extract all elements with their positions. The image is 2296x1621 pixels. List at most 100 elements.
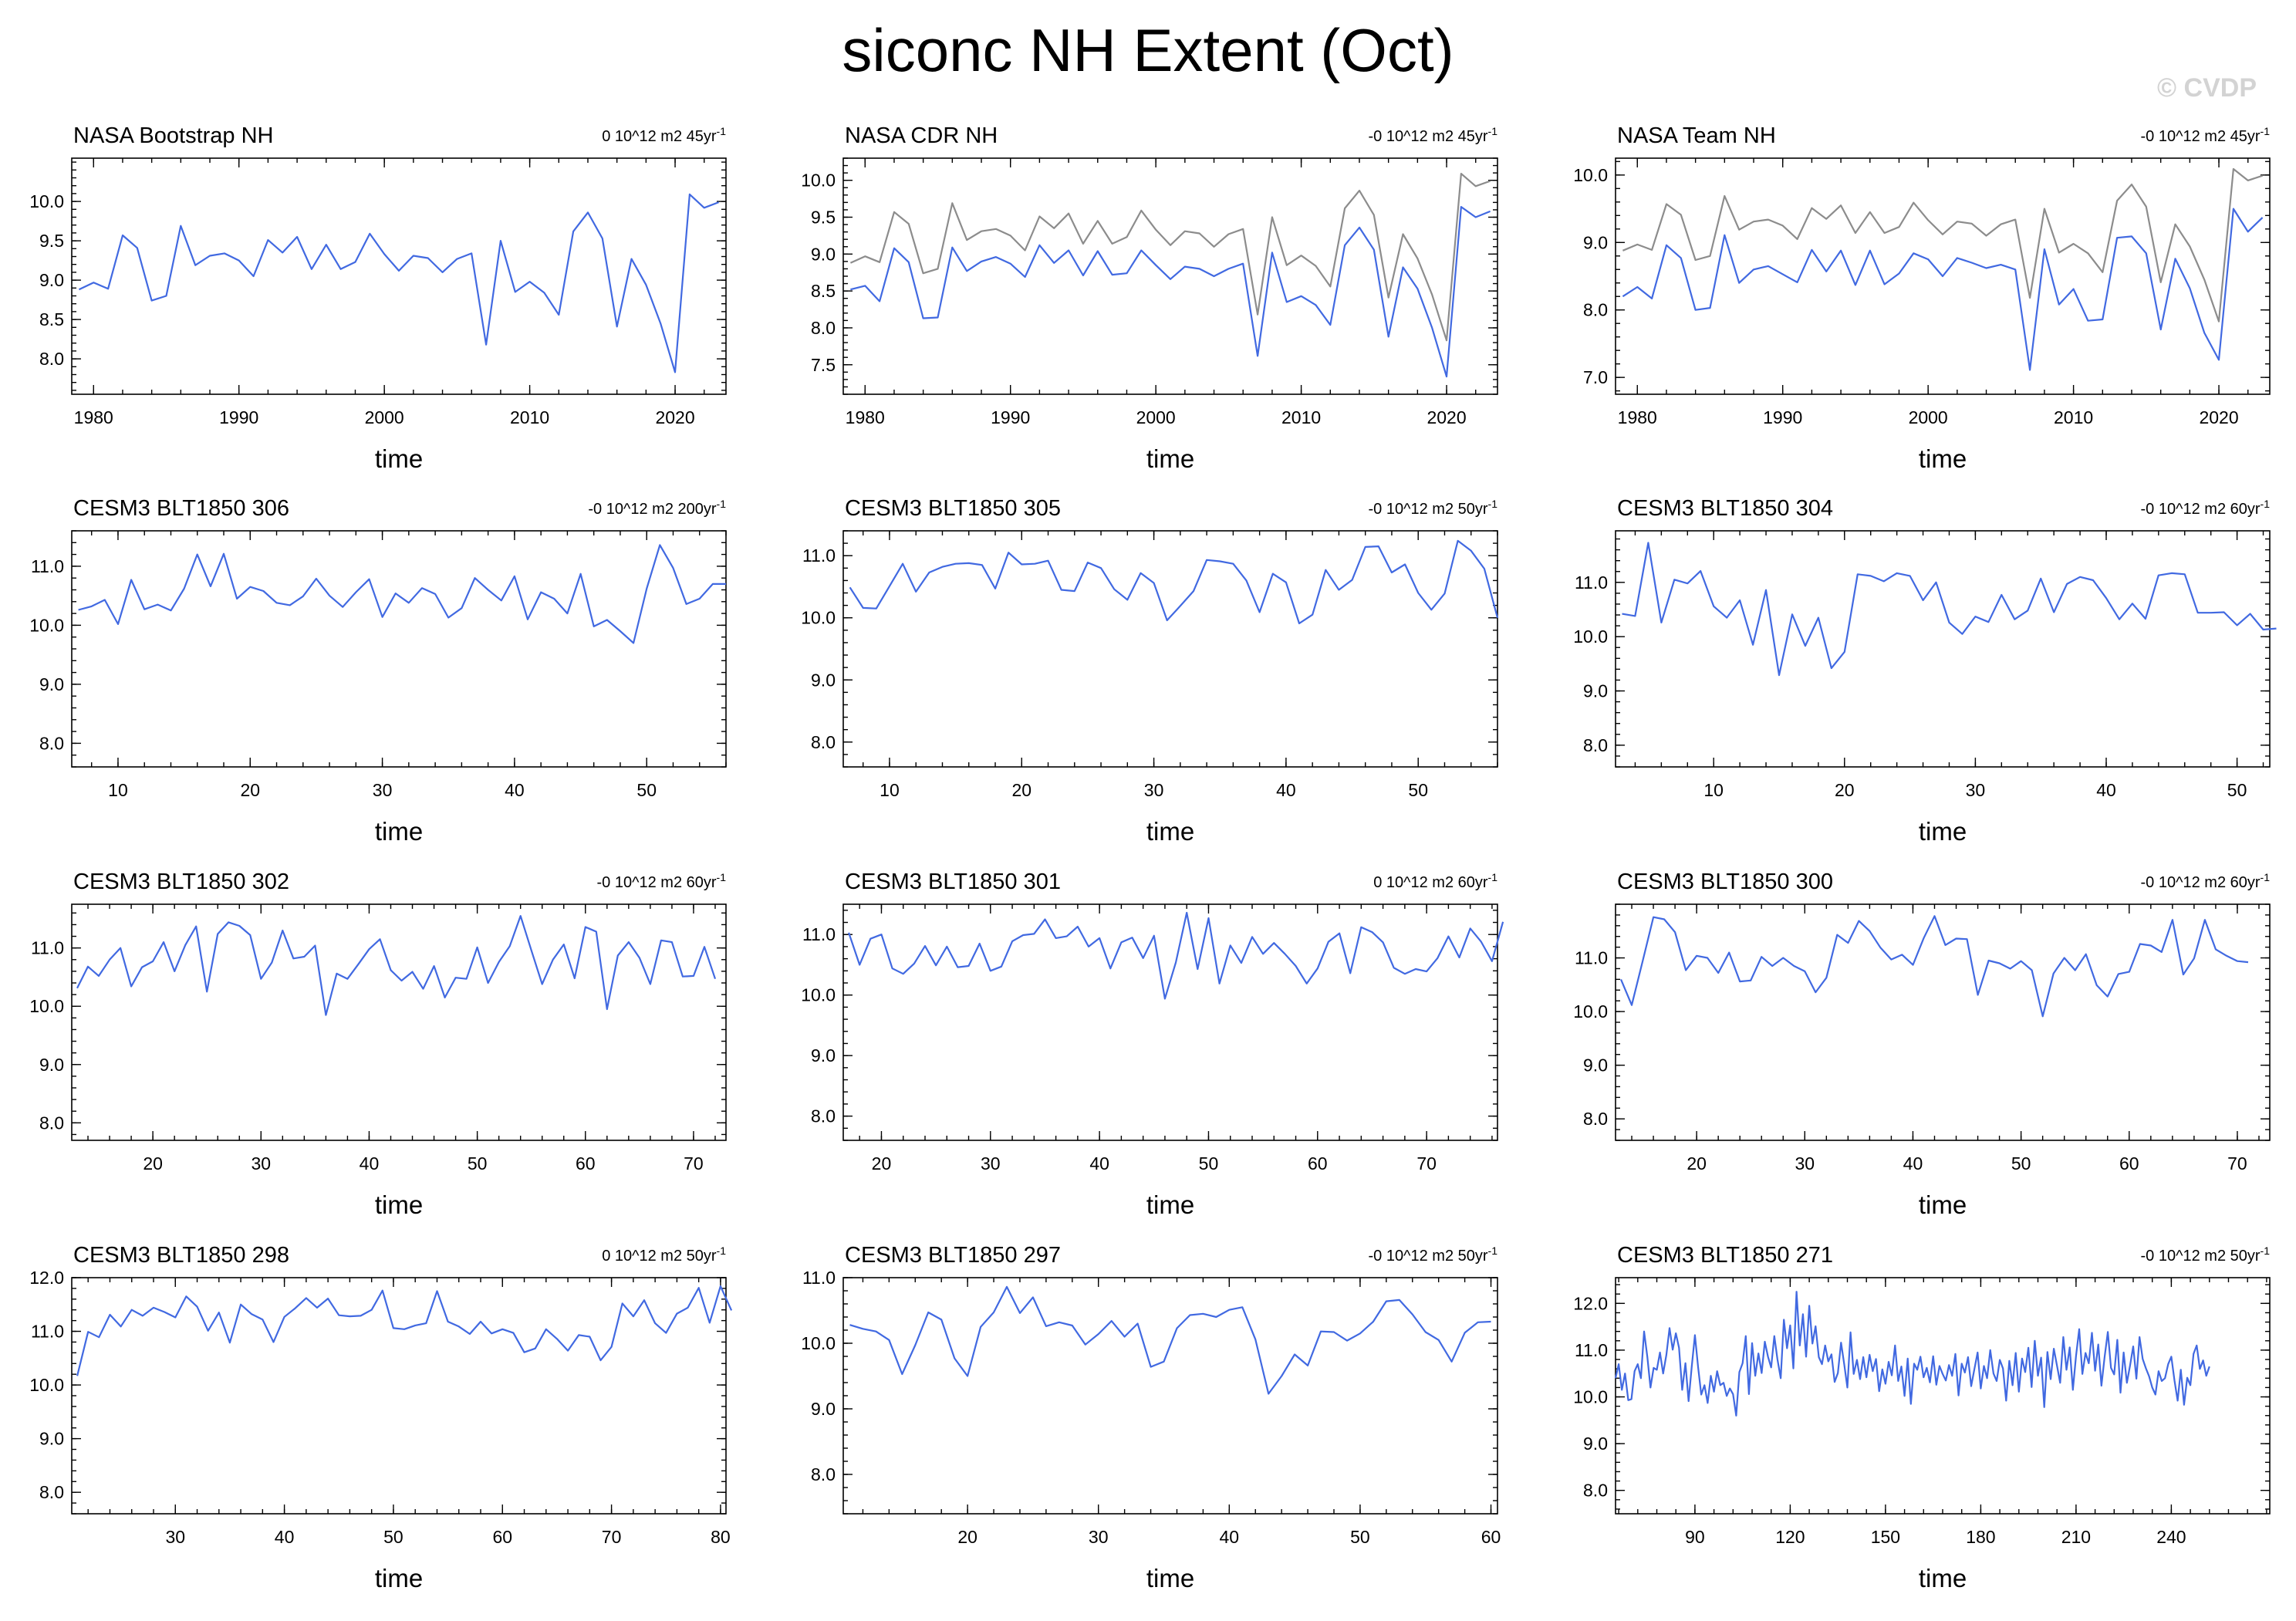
y-tick-label: 10.0 — [29, 1375, 64, 1395]
x-tick-label: 2020 — [1427, 407, 1466, 427]
x-tick-label: 30 — [1144, 780, 1164, 800]
x-tick-label: 20 — [240, 780, 260, 800]
x-tick-label: 1980 — [74, 407, 113, 427]
x-tick-label: 30 — [251, 1153, 271, 1174]
chart-panel: NASA CDR NH -0 10^12 m2 45yr-1 7.5 8.0 8.5 9.… — [801, 123, 1498, 473]
y-tick-label: 8.0 — [811, 732, 836, 752]
y-tick-label: 9.0 — [39, 270, 64, 290]
trend-exponent: -1 — [1488, 125, 1498, 137]
y-tick-label: 11.0 — [31, 556, 64, 576]
x-axis-title: time — [1146, 1190, 1194, 1219]
chart-panel: CESM3 BLT1850 298 0 10^12 m2 50yr-1 8.0 9.0… — [29, 1243, 733, 1592]
x-axis-title: time — [1919, 1190, 1967, 1219]
x-tick-label: 150 — [1871, 1527, 1900, 1547]
trend-label: -0 10^12 m2 45yr-1 — [2141, 125, 2271, 145]
y-tick-label: 8.0 — [811, 1464, 836, 1484]
trend-text: -0 10^12 m2 60yr — [597, 874, 717, 891]
panel-title: CESM3 BLT1850 302 — [73, 870, 289, 894]
trend-exponent: -1 — [1488, 498, 1498, 510]
x-tick-label: 60 — [1308, 1153, 1328, 1174]
x-tick-label: 50 — [2227, 780, 2247, 800]
panel-title: NASA CDR NH — [845, 123, 998, 148]
y-tick-label: 9.5 — [811, 208, 836, 228]
x-tick-label: 2010 — [2054, 407, 2093, 427]
cvdp-watermark: © CVDP — [2157, 73, 2257, 103]
x-tick-label: 1980 — [1618, 407, 1657, 427]
x-tick-label: 60 — [492, 1527, 512, 1547]
x-tick-label: 30 — [165, 1527, 185, 1547]
y-tick-label: 9.5 — [39, 231, 64, 251]
y-tick-label: 9.0 — [39, 1429, 64, 1449]
trend-text: -0 10^12 m2 60yr — [2141, 501, 2261, 518]
y-tick-label: 8.0 — [811, 318, 836, 338]
series-line — [848, 911, 1504, 1000]
x-axis-title: time — [375, 1564, 423, 1592]
y-tick-label: 8.0 — [39, 349, 64, 369]
y-tick-label: 10.0 — [1573, 1387, 1608, 1407]
x-axis-title: time — [1919, 817, 1967, 846]
x-tick-label: 1990 — [1763, 407, 1802, 427]
plot-frame — [1615, 530, 2271, 768]
y-tick-label: 12.0 — [29, 1268, 64, 1288]
chart-panel: CESM3 BLT1850 305 -0 10^12 m2 50yr-1 8.0 9.… — [801, 496, 1499, 846]
y-tick-label: 11.0 — [1575, 572, 1608, 593]
trend-label: -0 10^12 m2 60yr-1 — [597, 871, 727, 891]
y-tick-label: 8.0 — [39, 1113, 64, 1133]
trend-exponent: -1 — [717, 1244, 727, 1257]
y-tick-label: 9.0 — [811, 1045, 836, 1065]
trend-text: -0 10^12 m2 200yr — [588, 501, 716, 518]
x-axis-title: time — [1919, 1564, 1967, 1592]
trend-text: 0 10^12 m2 60yr — [1373, 874, 1488, 891]
y-tick-label: 12.0 — [1573, 1293, 1608, 1313]
x-tick-label: 20 — [143, 1153, 163, 1174]
x-axis-title: time — [375, 1190, 423, 1219]
panel-title: CESM3 BLT1850 305 — [845, 496, 1061, 521]
x-tick-label: 2020 — [655, 407, 694, 427]
y-tick-label: 9.0 — [811, 670, 836, 690]
trend-label: -0 10^12 m2 200yr-1 — [588, 498, 726, 518]
panel-title: CESM3 BLT1850 304 — [1617, 496, 1833, 521]
series-line — [78, 544, 726, 644]
trend-label: -0 10^12 m2 50yr-1 — [1369, 1244, 1498, 1265]
y-tick-label: 9.0 — [1583, 1434, 1608, 1454]
x-tick-label: 40 — [2096, 780, 2116, 800]
panel-title: NASA Team NH — [1617, 123, 1776, 148]
x-tick-label: 40 — [505, 780, 525, 800]
y-tick-label: 8.0 — [1583, 1109, 1608, 1129]
trend-label: -0 10^12 m2 60yr-1 — [2141, 498, 2271, 518]
panel-title: CESM3 BLT1850 301 — [845, 870, 1061, 894]
x-tick-label: 70 — [602, 1527, 622, 1547]
y-tick-label: 9.0 — [39, 674, 64, 694]
y-tick-label: 11.0 — [1575, 1340, 1608, 1360]
x-tick-label: 10 — [108, 780, 128, 800]
y-tick-label: 8.0 — [39, 1482, 64, 1502]
trend-exponent: -1 — [2261, 125, 2271, 137]
x-tick-label: 90 — [1685, 1527, 1705, 1547]
chart-panel: CESM3 BLT1850 304 -0 10^12 m2 60yr-1 8.0 9.… — [1573, 496, 2277, 846]
trend-exponent: -1 — [717, 871, 727, 883]
trend-label: -0 10^12 m2 50yr-1 — [1369, 498, 1498, 518]
y-tick-label: 10.0 — [29, 996, 64, 1016]
panel-title: CESM3 BLT1850 298 — [73, 1243, 289, 1268]
x-tick-label: 10 — [880, 780, 900, 800]
x-tick-label: 210 — [2061, 1527, 2091, 1547]
x-tick-label: 2010 — [510, 407, 549, 427]
y-tick-label: 11.0 — [802, 1268, 836, 1288]
trend-label: -0 10^12 m2 50yr-1 — [2141, 1244, 2271, 1265]
x-tick-label: 80 — [711, 1527, 731, 1547]
trend-exponent: -1 — [2261, 1244, 2271, 1257]
panel-title: CESM3 BLT1850 306 — [73, 496, 289, 521]
x-tick-label: 20 — [957, 1527, 977, 1547]
x-axis-title: time — [375, 444, 423, 473]
x-tick-label: 2000 — [1136, 407, 1176, 427]
x-axis-title: time — [1146, 444, 1194, 473]
x-tick-label: 2020 — [2199, 407, 2238, 427]
trend-exponent: -1 — [717, 498, 727, 510]
x-tick-label: 20 — [1687, 1153, 1707, 1174]
y-tick-label: 8.0 — [1583, 1481, 1608, 1501]
y-tick-label: 10.0 — [801, 608, 836, 628]
x-axis-title: time — [1919, 444, 1967, 473]
x-tick-label: 60 — [2119, 1153, 2139, 1174]
trend-exponent: -1 — [1488, 1244, 1498, 1257]
x-tick-label: 30 — [373, 780, 393, 800]
